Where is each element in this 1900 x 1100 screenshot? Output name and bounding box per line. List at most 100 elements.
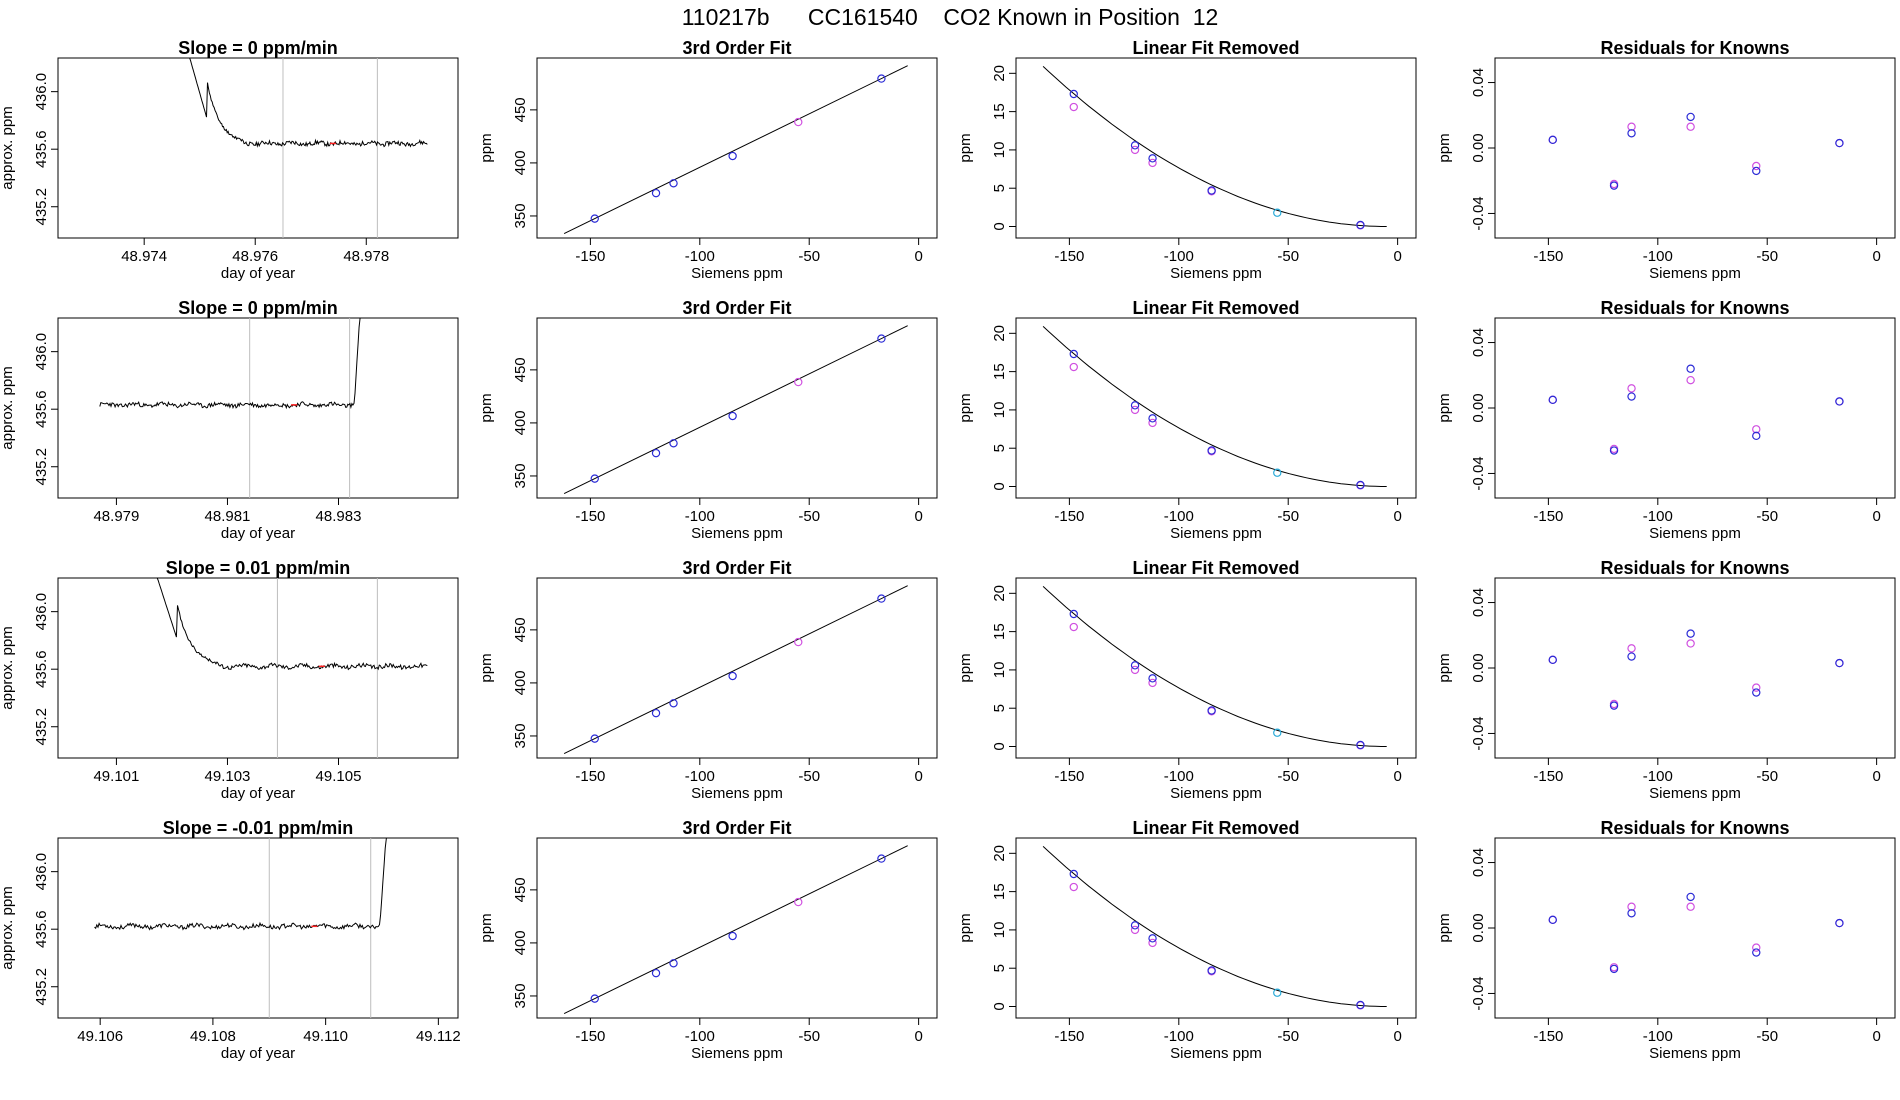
plot-title: 3rd Order Fit — [682, 298, 791, 318]
blue-point — [1130, 401, 1140, 410]
y-tick-label: 400 — [512, 670, 529, 695]
fit-point — [794, 117, 803, 127]
y-tick-label: 0 — [991, 742, 1008, 750]
x-tick-label: -150 — [1533, 248, 1563, 265]
fit-point — [728, 931, 737, 941]
fit-point — [669, 179, 678, 188]
x-axis-label: Siemens ppm — [1649, 1045, 1741, 1062]
blue-residual-point — [1752, 688, 1761, 697]
fit-plot: 3rd Order Fit Siemens ppm ppm -150 -100 -50 0 3… — [478, 298, 938, 542]
x-tick-label: -150 — [1054, 768, 1084, 785]
blue-point — [1069, 89, 1078, 99]
fit-point — [669, 699, 678, 708]
x-tick-label: 0 — [914, 248, 922, 265]
x-axis-label: day of year — [221, 785, 295, 802]
x-axis-label: Siemens ppm — [1170, 525, 1262, 542]
plot-title: Residuals for Knowns — [1600, 818, 1789, 838]
y-tick-label: 0.04 — [1470, 68, 1487, 97]
plot-frame — [536, 57, 938, 239]
plot-title: Linear Fit Removed — [1132, 558, 1299, 578]
y-axis-label: approx. ppm — [0, 366, 16, 449]
x-tick-label: 0 — [914, 768, 922, 785]
x-tick-label: 49.112 — [416, 1028, 461, 1045]
violet-point — [1069, 102, 1078, 112]
plot-title: Residuals for Knowns — [1600, 298, 1789, 318]
x-axis-label: Siemens ppm — [1649, 265, 1741, 282]
y-tick-label: 450 — [512, 357, 529, 382]
fit-plot: 3rd Order Fit Siemens ppm ppm -150 -100 -50 0 3… — [478, 818, 938, 1062]
x-tick-label: -100 — [1643, 248, 1673, 265]
blue-residual-point — [1609, 964, 1619, 974]
plot-frame — [1494, 577, 1896, 759]
blue-point — [1130, 141, 1140, 150]
y-tick-label: 0.04 — [1470, 328, 1487, 357]
fit-point — [728, 671, 737, 681]
y-tick-label: 435.2 — [33, 968, 50, 1006]
fit-point — [590, 214, 599, 223]
x-tick-label: 49.108 — [190, 1028, 236, 1045]
fit-point — [651, 188, 661, 198]
y-axis-label: ppm — [957, 133, 974, 162]
fit-point — [651, 968, 661, 978]
x-tick-label: 0 — [914, 508, 922, 525]
cyan-point — [1273, 208, 1282, 217]
fit-point — [728, 411, 737, 421]
y-tick-label: 0.00 — [1470, 653, 1487, 682]
y-axis-label: ppm — [1436, 393, 1453, 422]
plot-title: 3rd Order Fit — [682, 558, 791, 578]
y-axis-label: ppm — [1436, 653, 1453, 682]
x-axis-label: Siemens ppm — [691, 265, 783, 282]
blue-point — [1207, 186, 1216, 195]
blue-residual-point — [1835, 138, 1844, 148]
x-tick-label: 0 — [1872, 1028, 1880, 1045]
blue-point — [1207, 446, 1216, 455]
x-tick-label: -50 — [798, 768, 820, 785]
residuals-plot: Residuals for Knowns Siemens ppm ppm -150 -1… — [1436, 298, 1896, 542]
blue-residual-point — [1752, 431, 1761, 441]
y-tick-label: 5 — [991, 704, 1008, 712]
page-title: 110217b CC161540 CO2 Known in Position 1… — [681, 4, 1219, 30]
blue-point — [1356, 1000, 1365, 1010]
plot-frame — [1494, 317, 1896, 499]
residuals-plot: Residuals for Knowns Siemens ppm ppm -150 -1… — [1436, 558, 1896, 802]
y-axis-label: ppm — [478, 133, 495, 162]
x-tick-label: -150 — [1054, 248, 1084, 265]
x-tick-label: -100 — [1643, 1028, 1673, 1045]
y-tick-label: 435.2 — [33, 448, 50, 486]
fit-plot: 3rd Order Fit Siemens ppm ppm -150 -100 -50 0 3… — [478, 38, 938, 282]
y-tick-label: 0.04 — [1470, 588, 1487, 617]
y-tick-label: 435.2 — [33, 188, 50, 226]
x-tick-label: -50 — [798, 248, 820, 265]
x-tick-label: 48.979 — [93, 508, 139, 525]
y-tick-label: 435.6 — [33, 650, 50, 688]
x-axis-label: Siemens ppm — [1649, 785, 1741, 802]
y-tick-label: 400 — [512, 930, 529, 955]
y-tick-label: 15 — [991, 883, 1008, 900]
y-tick-label: -0.04 — [1470, 976, 1487, 1010]
fit-point — [590, 994, 599, 1003]
plot-title: Slope = 0.01 ppm/min — [166, 558, 351, 578]
x-tick-label: 48.976 — [232, 248, 278, 265]
x-axis-label: day of year — [221, 1045, 295, 1062]
x-tick-label: 48.983 — [316, 508, 362, 525]
y-tick-label: 15 — [991, 623, 1008, 640]
blue-residual-point — [1609, 446, 1619, 455]
y-tick-label: 450 — [512, 617, 529, 642]
y-tick-label: 20 — [991, 845, 1008, 862]
cyan-point — [1273, 728, 1282, 737]
x-tick-label: 0 — [1393, 508, 1401, 525]
plot-frame — [57, 317, 459, 499]
y-tick-label: 350 — [512, 203, 529, 228]
x-tick-label: -150 — [1533, 768, 1563, 785]
blue-point — [1207, 706, 1216, 715]
y-tick-label: 350 — [512, 463, 529, 488]
blue-residual-point — [1686, 364, 1695, 373]
y-axis-label: ppm — [957, 653, 974, 682]
x-tick-label: -100 — [1643, 508, 1673, 525]
x-tick-label: -50 — [1277, 1028, 1299, 1045]
y-tick-label: 10 — [991, 142, 1008, 159]
y-axis-label: approx. ppm — [0, 886, 16, 969]
blue-residual-point — [1548, 655, 1557, 665]
plot-frame — [1494, 837, 1896, 1019]
x-tick-label: 49.110 — [303, 1028, 348, 1045]
